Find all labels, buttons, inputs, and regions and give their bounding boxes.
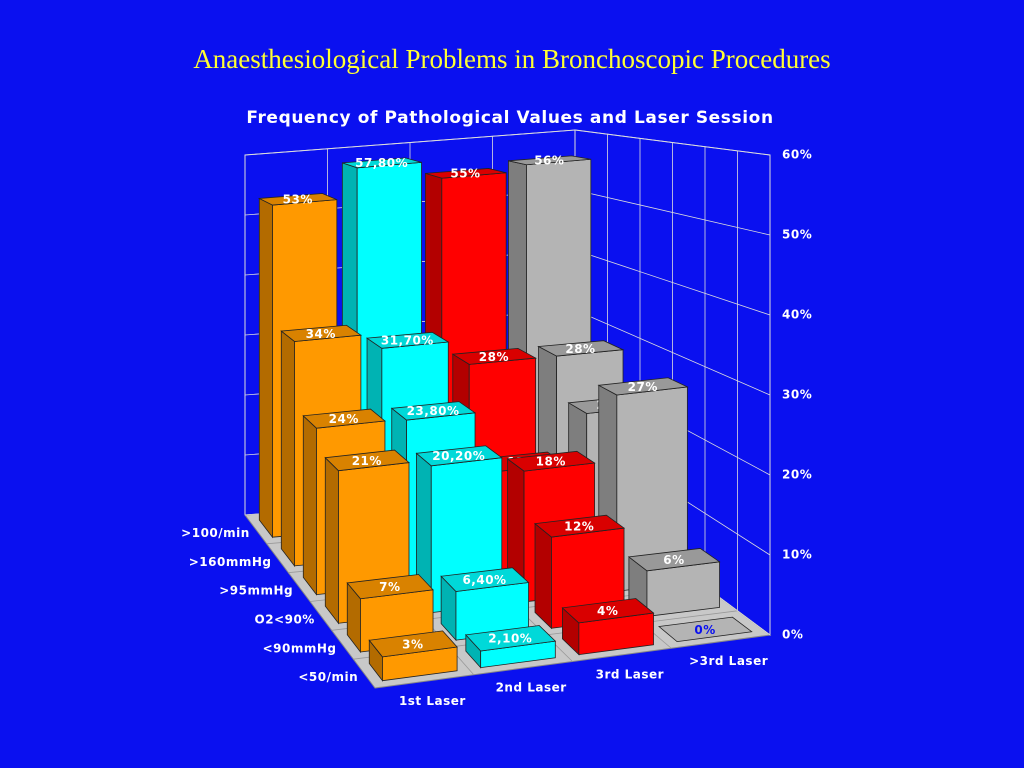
bar-top: [415, 445, 503, 467]
bar: 3%: [368, 630, 458, 682]
bar-top: [534, 514, 626, 538]
y-tick-label: 50%: [782, 228, 812, 242]
bar-top: [508, 155, 591, 166]
value-label: 57,80%: [355, 156, 408, 170]
bar-top: [302, 408, 386, 429]
y-tick-label: 20%: [782, 468, 812, 482]
row-label: >100/min: [181, 526, 250, 540]
value-label: 34%: [306, 327, 336, 341]
value-label: 0%: [694, 623, 715, 637]
row-label: <50/min: [298, 670, 358, 684]
grid-line: [244, 129, 771, 156]
y-tick-label: 40%: [782, 308, 812, 322]
column-label: 2nd Laser: [496, 681, 567, 695]
y-tick-label: 30%: [782, 388, 812, 402]
column-label: 1st Laser: [399, 694, 466, 708]
value-label: 55%: [450, 167, 480, 181]
value-label: 12%: [564, 520, 594, 534]
bar: 0%: [658, 616, 753, 643]
y-tick-label: 60%: [782, 148, 812, 162]
column-label: >3rd Laser: [689, 654, 768, 668]
bar-top: [257, 193, 337, 206]
plot: 0% 10% 20% 30% 40% 50% 60% >100/min >160mmHg >95m…: [181, 129, 812, 708]
value-label: 3%: [402, 637, 423, 651]
row-label: O2<90%: [255, 612, 315, 626]
bar: 4%: [561, 598, 655, 656]
bar-top: [537, 340, 625, 357]
bar-top: [280, 324, 363, 342]
value-label: 4%: [597, 604, 618, 618]
y-tick-label: 10%: [782, 548, 812, 562]
y-tick-label: 0%: [782, 628, 803, 642]
value-label: 21%: [352, 454, 382, 468]
bar-side: [280, 330, 295, 568]
value-label: 6%: [663, 553, 684, 567]
bar-top: [342, 157, 422, 169]
bar-front: [646, 561, 720, 617]
value-label: 18%: [536, 455, 566, 469]
bar: 6%: [627, 548, 721, 618]
row-label: >160mmHg: [189, 555, 272, 569]
chart-title: Frequency of Pathological Values and Las…: [246, 108, 773, 128]
bar-top: [627, 548, 721, 572]
bar: 2,10%: [465, 625, 557, 669]
value-label: 23,80%: [407, 404, 460, 418]
bar-top: [365, 331, 450, 349]
bar-top: [425, 168, 507, 179]
column-label: 3rd Laser: [596, 667, 664, 681]
value-label: 56%: [534, 154, 564, 168]
bar-top: [597, 377, 689, 396]
bar-top: [506, 450, 596, 472]
value-label: 2,10%: [488, 632, 532, 646]
bar: 6,40%: [440, 567, 530, 642]
value-label: 31,70%: [381, 334, 434, 348]
value-label: 53%: [283, 193, 313, 207]
bar-top: [368, 630, 458, 658]
bar-side: [324, 456, 339, 625]
value-label: 28%: [479, 350, 509, 364]
row-label: <90mmHg: [263, 641, 337, 655]
value-label: 28%: [565, 342, 595, 356]
slide-title: Anaesthesiological Problems in Bronchosc…: [193, 44, 830, 74]
bar-top: [324, 449, 410, 472]
bar-top: [658, 616, 753, 643]
bar-top: [440, 567, 530, 592]
bar-top: [346, 574, 434, 600]
value-label: 6,40%: [462, 573, 506, 587]
bar-side: [258, 197, 273, 539]
bar-top: [451, 347, 537, 365]
bar-side: [302, 414, 317, 596]
bar-top: [390, 401, 477, 421]
value-label: 24%: [329, 412, 359, 426]
bar-top: [561, 598, 655, 624]
value-label: 20,20%: [432, 449, 485, 463]
value-label: 27%: [628, 380, 658, 394]
bar-side: [534, 522, 552, 630]
value-label: 7%: [379, 580, 400, 594]
row-label: >95mmHg: [219, 584, 293, 598]
bar-top: [465, 625, 557, 652]
